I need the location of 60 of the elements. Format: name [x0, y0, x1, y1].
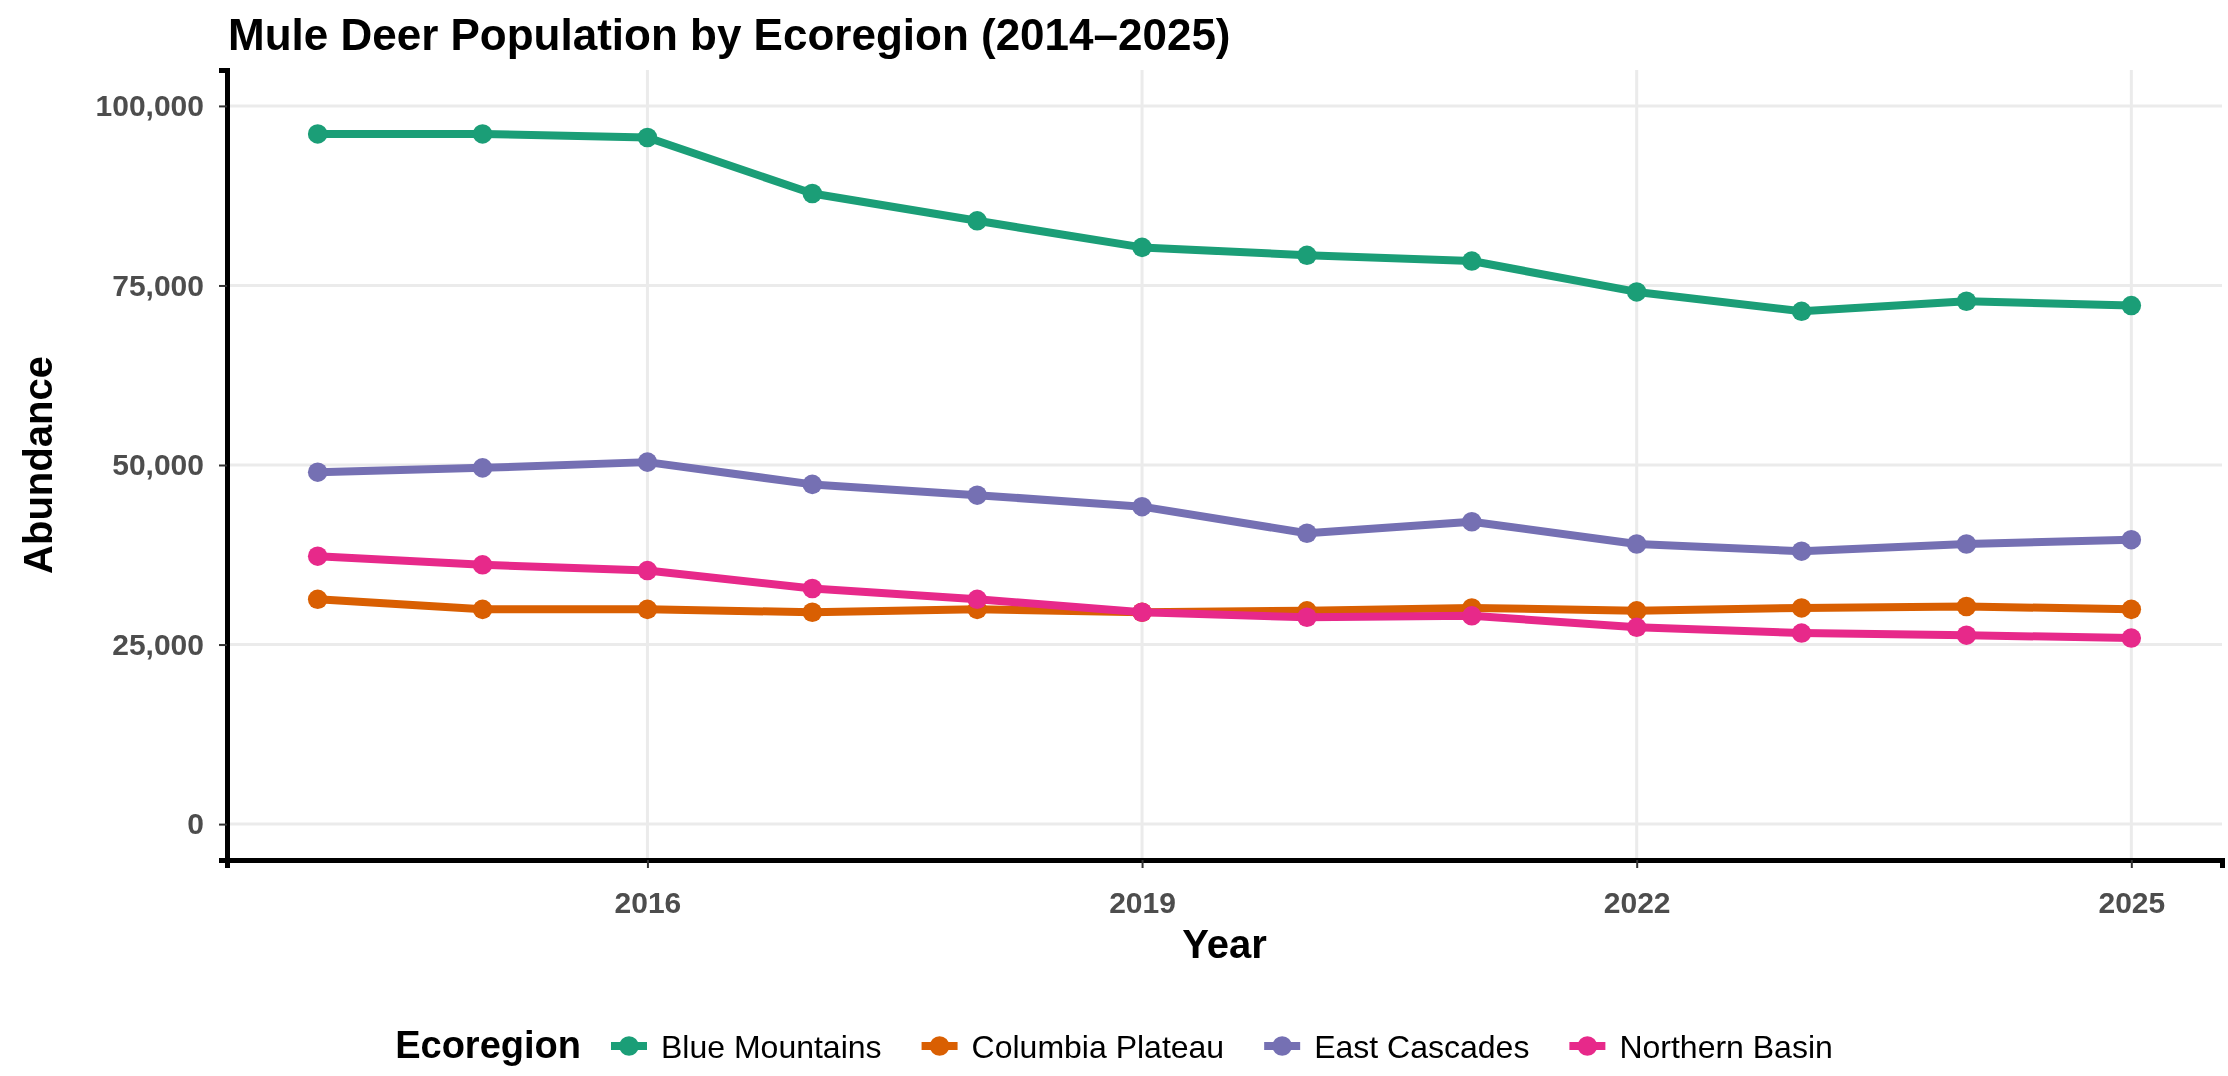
point	[802, 578, 823, 599]
point	[1462, 606, 1482, 626]
point	[802, 602, 823, 622]
point	[637, 599, 658, 620]
point	[967, 589, 987, 610]
point	[1132, 496, 1152, 517]
point	[637, 127, 658, 148]
x-tick-label: 2019	[1109, 886, 1176, 919]
point	[637, 560, 658, 581]
point	[472, 458, 493, 478]
point	[472, 599, 493, 620]
point	[2121, 529, 2142, 550]
point	[2121, 295, 2142, 316]
legend-label: East Cascades	[1314, 1029, 1530, 1065]
y-axis-title: Abundance	[16, 356, 60, 574]
chart-title: Mule Deer Population by Ecoregion (2014–2025)	[228, 10, 1231, 59]
point	[307, 546, 328, 566]
y-tick-label: 75,000	[112, 268, 204, 302]
point	[1132, 237, 1152, 258]
point	[637, 452, 658, 472]
point	[1791, 541, 1812, 561]
point	[1297, 607, 1317, 628]
x-axis-title: Year	[1182, 922, 1267, 966]
point	[1956, 291, 1977, 312]
x-tick-label: 2016	[614, 886, 682, 919]
point	[1956, 596, 1977, 617]
point	[307, 124, 328, 144]
point	[472, 124, 493, 144]
y-tick-label: 50,000	[112, 448, 204, 482]
point	[802, 474, 823, 495]
x-tick-label: 2022	[1603, 886, 1671, 919]
point	[1626, 601, 1647, 621]
point	[1956, 534, 1977, 554]
point	[967, 485, 987, 505]
legend-label: Northern Basin	[1619, 1029, 1833, 1065]
point	[1462, 251, 1482, 271]
point	[1462, 511, 1482, 532]
point	[472, 555, 493, 575]
y-tick-label: 25,000	[112, 627, 204, 661]
point	[307, 462, 328, 482]
point	[1297, 245, 1317, 266]
legend-title: Ecoregion	[395, 1024, 581, 1066]
point	[802, 183, 823, 204]
point	[1791, 598, 1812, 618]
point	[1956, 625, 1977, 645]
legend-label: Blue Mountains	[660, 1029, 882, 1065]
point	[1626, 534, 1647, 554]
point	[1297, 523, 1317, 543]
point	[1791, 301, 1812, 322]
x-tick-label: 2025	[2098, 886, 2166, 919]
point	[967, 211, 987, 231]
point	[1791, 623, 1812, 643]
legend-label: Columbia Plateau	[971, 1029, 1225, 1065]
point	[1626, 617, 1647, 638]
y-tick-label: 100,000	[95, 89, 204, 123]
point	[1626, 282, 1647, 302]
point	[307, 589, 328, 610]
point	[2121, 599, 2142, 620]
y-tick-label: 0	[187, 807, 204, 841]
point	[2121, 628, 2142, 648]
